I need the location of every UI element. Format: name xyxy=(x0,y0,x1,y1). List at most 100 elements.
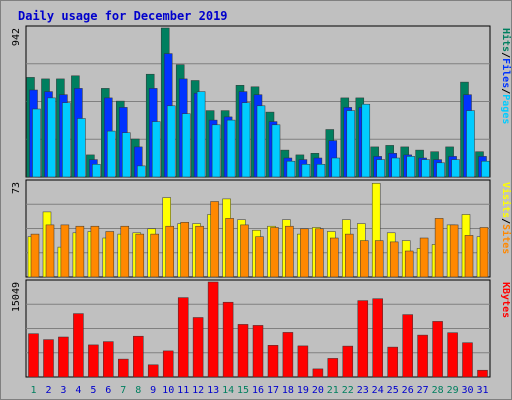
x-tick-label-31: 31 xyxy=(476,385,488,396)
x-tick-label-15: 15 xyxy=(237,385,249,396)
bar-pages-4 xyxy=(77,118,86,178)
bar-kbytes-31 xyxy=(477,369,488,378)
bar-sites-12 xyxy=(195,225,204,278)
x-tick-label-27: 27 xyxy=(417,385,429,396)
bar-sites-15 xyxy=(240,224,249,278)
bar-pages-1 xyxy=(32,108,41,178)
bar-pages-6 xyxy=(107,130,116,178)
right-label-part: / xyxy=(500,218,511,224)
bar-kbytes-28 xyxy=(432,321,443,378)
bar-pages-18 xyxy=(286,160,296,178)
x-tick-label-10: 10 xyxy=(162,385,174,396)
bar-kbytes-30 xyxy=(462,342,473,378)
x-tick-label-21: 21 xyxy=(327,385,339,396)
bar-kbytes-25 xyxy=(387,346,398,378)
x-tick-label-11: 11 xyxy=(177,385,189,396)
bar-kbytes-9 xyxy=(147,364,159,378)
x-tick-label-29: 29 xyxy=(447,385,459,396)
right-series-label: Hits/Files/Pages xyxy=(500,28,512,124)
bar-sites-14 xyxy=(225,218,234,278)
bar-kbytes-24 xyxy=(372,298,383,378)
bar-pages-5 xyxy=(92,164,101,178)
bar-pages-2 xyxy=(47,97,56,178)
bar-kbytes-18 xyxy=(282,332,294,378)
bar-sites-2 xyxy=(45,224,55,278)
bar-sites-22 xyxy=(345,233,354,278)
x-tick-label-30: 30 xyxy=(461,385,473,396)
x-tick-label-8: 8 xyxy=(135,385,141,396)
bar-pages-14 xyxy=(226,119,236,178)
chart-panels: 942 Hits/Files/Pages 73 Visits/Sites 15049 KB… xyxy=(11,25,512,378)
bar-sites-27 xyxy=(419,237,429,278)
right-label-part: Hits xyxy=(500,28,512,52)
bar-sites-23 xyxy=(360,240,369,278)
x-tick-label-1: 1 xyxy=(30,385,36,396)
bar-pages-16 xyxy=(256,105,266,178)
y-max-label: 73 xyxy=(11,182,22,194)
bar-sites-24 xyxy=(374,240,384,278)
bar-sites-20 xyxy=(315,228,324,278)
bar-sites-17 xyxy=(270,227,279,278)
x-axis-labels: 1 2 3 4 5 6 7 8 9 10 11 12 13 14 15 16 17 18 19 20 21 22 23 24 2… xyxy=(30,385,488,396)
x-tick-label-12: 12 xyxy=(192,385,204,396)
x-tick-label-16: 16 xyxy=(252,385,264,396)
bar-sites-21 xyxy=(330,237,339,278)
right-series-label: Visits/Sites xyxy=(500,182,512,254)
x-tick-label-28: 28 xyxy=(432,385,444,396)
x-tick-label-25: 25 xyxy=(387,385,399,396)
bar-kbytes-11 xyxy=(177,297,189,378)
x-tick-label-23: 23 xyxy=(357,385,369,396)
x-tick-label-20: 20 xyxy=(312,385,324,396)
bar-sites-18 xyxy=(285,225,294,278)
bar-kbytes-15 xyxy=(237,324,249,378)
bar-sites-10 xyxy=(165,225,174,278)
bar-sites-7 xyxy=(120,225,130,278)
right-label-part: Sites xyxy=(500,224,512,254)
x-tick-label-7: 7 xyxy=(120,385,126,396)
bar-pages-29 xyxy=(451,159,460,178)
bar-kbytes-12 xyxy=(192,317,204,378)
y-max-label: 942 xyxy=(11,28,22,46)
bar-pages-17 xyxy=(271,124,281,178)
bar-kbytes-17 xyxy=(267,345,279,378)
bar-kbytes-1 xyxy=(28,333,39,378)
bar-sites-6 xyxy=(105,231,115,278)
bar-kbytes-8 xyxy=(133,335,144,378)
bar-kbytes-3 xyxy=(58,336,69,378)
bar-pages-31 xyxy=(481,160,490,178)
bar-pages-19 xyxy=(301,164,311,178)
bar-kbytes-19 xyxy=(297,345,309,378)
bar-sites-16 xyxy=(255,236,264,278)
right-label-part: Files xyxy=(500,58,512,88)
bar-kbytes-29 xyxy=(447,332,458,378)
bar-pages-12 xyxy=(196,91,206,178)
x-tick-label-18: 18 xyxy=(282,385,294,396)
x-tick-label-22: 22 xyxy=(342,385,354,396)
bar-sites-13 xyxy=(210,201,219,278)
bar-pages-23 xyxy=(361,103,371,178)
bar-kbytes-6 xyxy=(103,341,114,378)
bar-kbytes-23 xyxy=(357,300,369,378)
bar-pages-11 xyxy=(181,113,191,178)
bar-kbytes-5 xyxy=(88,344,99,378)
bar-kbytes-16 xyxy=(252,325,264,378)
bar-kbytes-14 xyxy=(222,301,234,378)
y-max-label: 15049 xyxy=(11,282,22,312)
x-tick-label-3: 3 xyxy=(60,385,66,396)
x-tick-label-13: 13 xyxy=(207,385,219,396)
panel-kbytes: 15049 KBytes xyxy=(11,279,511,378)
panel-visits-sites: 73 Visits/Sites xyxy=(11,179,512,278)
chart-title: Daily usage for December 2019 xyxy=(18,9,228,23)
bar-sites-4 xyxy=(75,225,85,278)
bar-pages-20 xyxy=(316,164,326,178)
bar-sites-8 xyxy=(135,233,145,278)
bar-pages-7 xyxy=(122,132,131,178)
x-tick-label-5: 5 xyxy=(90,385,96,396)
bar-sites-5 xyxy=(90,225,100,278)
x-tick-label-9: 9 xyxy=(150,385,156,396)
x-tick-label-4: 4 xyxy=(75,385,81,396)
right-label-part: Pages xyxy=(500,94,511,124)
right-label-part: KBytes xyxy=(500,282,511,318)
bar-pages-21 xyxy=(331,157,341,178)
